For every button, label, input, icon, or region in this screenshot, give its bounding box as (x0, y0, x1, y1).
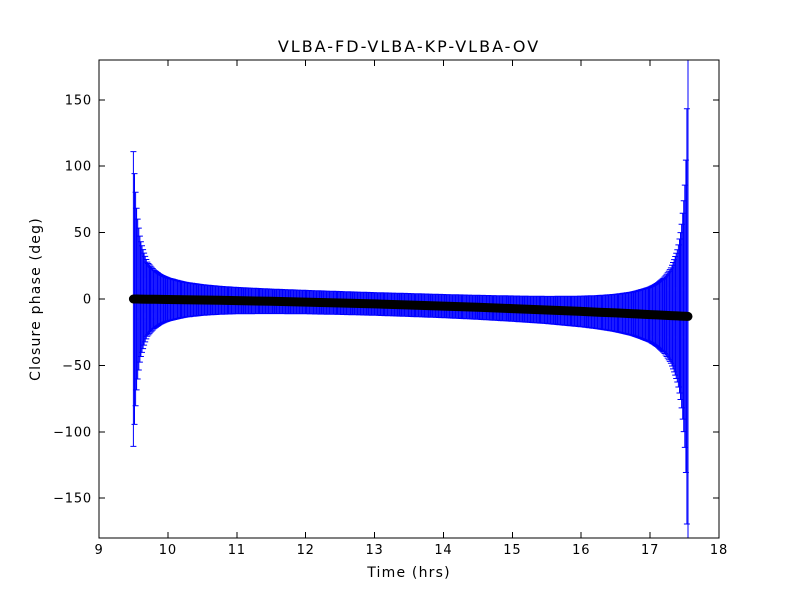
y-tick-label: 50 (74, 226, 92, 241)
x-tick-label: 12 (297, 543, 315, 558)
y-tick-label: −50 (62, 359, 92, 374)
x-tick-label: 15 (503, 543, 521, 558)
y-tick-label: −100 (53, 425, 92, 440)
y-tick-label: 150 (65, 93, 92, 108)
x-tick-label: 10 (159, 543, 177, 558)
x-tick-label: 17 (641, 543, 659, 558)
y-tick-label: −150 (53, 492, 92, 507)
y-tick-label: 0 (83, 293, 92, 308)
x-tick-label: 11 (228, 543, 246, 558)
closure-phase-markers (128, 294, 693, 321)
tick-marks (98, 60, 720, 538)
y-axis-label: Closure phase (deg) (28, 217, 44, 381)
tick-labels: 9 10 11 12 13 14 15 16 17 18 150 100 50 0 −50 −100 −150 (53, 93, 728, 558)
x-tick-label: 18 (710, 543, 728, 558)
y-tick-label: 100 (65, 160, 92, 175)
x-tick-label: 9 (94, 543, 103, 558)
x-axis-label: Time (hrs) (366, 565, 451, 581)
x-tick-label: 13 (365, 543, 383, 558)
markers-layer (128, 294, 693, 321)
x-tick-label: 14 (434, 543, 452, 558)
x-tick-label: 16 (572, 543, 590, 558)
axis-ticks (98, 60, 720, 538)
plot-title: VLBA-FD-VLBA-KP-VLBA-OV (278, 37, 540, 56)
